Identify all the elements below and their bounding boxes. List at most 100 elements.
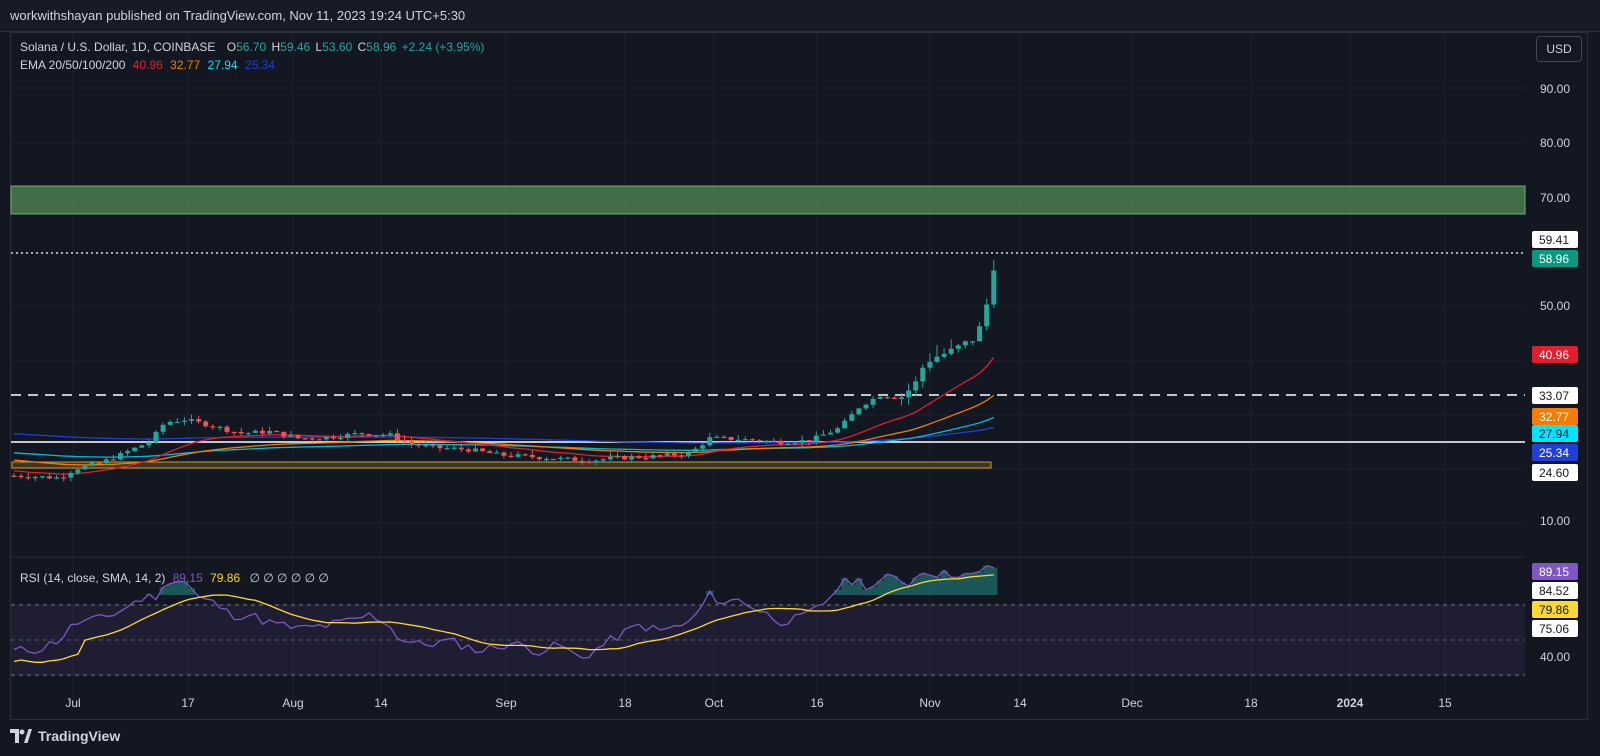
candle-body[interactable] — [536, 457, 542, 460]
candle-body[interactable] — [572, 457, 578, 461]
candle-body[interactable] — [771, 440, 777, 442]
candle-body[interactable] — [139, 445, 145, 448]
candle-body[interactable] — [444, 448, 450, 450]
candle-body[interactable] — [544, 458, 549, 461]
candle-body[interactable] — [515, 454, 521, 457]
candle-body[interactable] — [82, 465, 88, 470]
ema-legend[interactable]: EMA 20/50/100/200 40.96 32.77 27.94 25.3… — [20, 58, 277, 72]
candle-body[interactable] — [820, 434, 826, 436]
candle-body[interactable] — [678, 455, 684, 457]
symbol-legend[interactable]: Solana / U.S. Dollar, 1D, COINBASE O56.7… — [20, 40, 486, 54]
candle-body[interactable] — [977, 326, 983, 342]
candle-body[interactable] — [778, 440, 784, 445]
candle-body[interactable] — [884, 397, 890, 399]
support-box[interactable] — [11, 461, 992, 469]
candlestick-series[interactable] — [11, 259, 997, 482]
candle-body[interactable] — [160, 424, 166, 432]
candle-body[interactable] — [891, 397, 897, 399]
candle-body[interactable] — [75, 469, 81, 473]
candle-body[interactable] — [757, 440, 762, 442]
candle-body[interactable] — [494, 452, 500, 454]
candle-body[interactable] — [707, 437, 713, 446]
candle-body[interactable] — [856, 408, 862, 415]
candle-body[interactable] — [607, 456, 613, 460]
candle-body[interactable] — [387, 433, 393, 435]
candle-body[interactable] — [338, 437, 344, 440]
candle-body[interactable] — [245, 432, 251, 435]
candle-body[interactable] — [551, 458, 557, 461]
candle-body[interactable] — [394, 433, 400, 440]
candle-body[interactable] — [458, 447, 464, 450]
candle-body[interactable] — [25, 477, 31, 479]
candle-body[interactable] — [749, 439, 755, 441]
rsi-axis[interactable]: 89.15 84.52 79.86 75.06 40.00 — [1532, 563, 1578, 664]
candle-body[interactable] — [281, 431, 287, 437]
candle-body[interactable] — [962, 341, 968, 346]
candle-body[interactable] — [650, 455, 656, 459]
candle-body[interactable] — [764, 440, 770, 442]
candle-body[interactable] — [323, 436, 329, 440]
candle-body[interactable] — [721, 436, 727, 439]
candle-body[interactable] — [558, 457, 564, 460]
candle-body[interactable] — [309, 438, 315, 440]
candle-body[interactable] — [224, 426, 230, 432]
candle-body[interactable] — [18, 475, 24, 478]
candle-body[interactable] — [203, 421, 209, 427]
rsi-line[interactable] — [13, 564, 994, 659]
candle-body[interactable] — [238, 431, 244, 434]
candle-body[interactable] — [813, 435, 819, 442]
candle-body[interactable] — [217, 426, 223, 428]
candle-body[interactable] — [132, 447, 138, 452]
candle-body[interactable] — [643, 458, 649, 460]
candle-body[interactable] — [742, 439, 748, 441]
candle-body[interactable] — [955, 345, 961, 349]
candle-body[interactable] — [153, 431, 159, 443]
candle-body[interactable] — [863, 404, 869, 409]
candle-body[interactable] — [828, 432, 833, 435]
resistance-zone[interactable] — [10, 185, 1526, 215]
candle-body[interactable] — [39, 476, 45, 478]
candle-body[interactable] — [465, 449, 471, 452]
candle-body[interactable] — [274, 430, 280, 433]
candle-body[interactable] — [288, 435, 294, 437]
candle-body[interactable] — [579, 460, 585, 463]
candle-body[interactable] — [345, 433, 351, 438]
candle-body[interactable] — [941, 353, 947, 357]
candle-body[interactable] — [47, 476, 52, 479]
candle-body[interactable] — [359, 432, 365, 435]
candle-body[interactable] — [409, 441, 415, 445]
candle-body[interactable] — [593, 460, 599, 463]
candle-body[interactable] — [32, 476, 38, 479]
rsi-sma-line[interactable] — [13, 574, 994, 663]
ema50-line[interactable] — [13, 394, 995, 466]
candle-body[interactable] — [700, 445, 706, 449]
candle-body[interactable] — [693, 448, 699, 453]
candle-body[interactable] — [991, 270, 997, 305]
candle-body[interactable] — [920, 367, 926, 382]
candle-body[interactable] — [636, 456, 642, 459]
candle-body[interactable] — [870, 398, 876, 405]
candle-body[interactable] — [110, 459, 116, 461]
candle-body[interactable] — [806, 440, 812, 442]
candle-body[interactable] — [934, 356, 940, 362]
time-axis[interactable]: Jul 17 Aug 14 Sep 18 Oct 16 Nov 14 Dec 18 2024 15 — [65, 696, 1452, 710]
candle-body[interactable] — [671, 453, 677, 456]
candle-body[interactable] — [54, 477, 60, 479]
candle-body[interactable] — [629, 456, 635, 460]
candle-body[interactable] — [842, 420, 848, 429]
candle-body[interactable] — [125, 451, 131, 454]
ema20-line[interactable] — [13, 356, 995, 475]
candle-body[interactable] — [906, 390, 912, 398]
candle-body[interactable] — [714, 436, 720, 439]
candle-body[interactable] — [622, 456, 628, 460]
candle-body[interactable] — [181, 420, 187, 422]
candle-body[interactable] — [899, 397, 904, 399]
candle-body[interactable] — [728, 436, 734, 441]
candle-body[interactable] — [437, 444, 443, 449]
candle-body[interactable] — [927, 361, 933, 368]
candle-body[interactable] — [487, 451, 493, 454]
tradingview-logo[interactable]: TradingView — [10, 728, 120, 744]
candle-body[interactable] — [984, 304, 990, 327]
candle-body[interactable] — [792, 442, 798, 445]
